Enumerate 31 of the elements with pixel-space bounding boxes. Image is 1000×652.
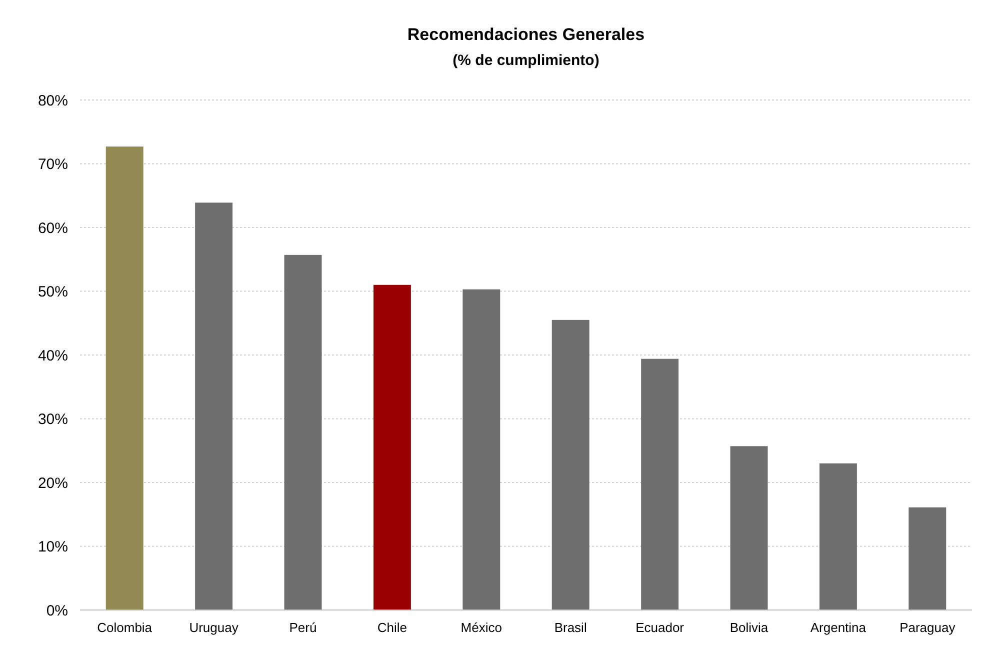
y-tick-label: 70% — [38, 156, 68, 173]
y-tick-label: 40% — [38, 347, 68, 364]
bar — [195, 202, 233, 610]
y-tick-label: 80% — [38, 92, 68, 110]
bar — [373, 284, 411, 610]
x-tick-label: Chile — [377, 620, 408, 635]
chart-title: Recomendaciones Generales — [407, 25, 645, 44]
y-tick-label: 60% — [38, 220, 68, 237]
x-tick-label: México — [460, 620, 502, 635]
x-tick-label: Paraguay — [900, 620, 956, 635]
x-tick-label: Uruguay — [189, 620, 239, 635]
y-tick-label: 0% — [46, 602, 68, 620]
x-tick-label: Argentina — [810, 620, 867, 635]
y-tick-label: 50% — [38, 284, 68, 300]
bar — [106, 146, 144, 610]
bar — [552, 320, 590, 610]
bar — [819, 463, 857, 610]
chart-subtitle: (% de cumplimiento) — [452, 52, 600, 69]
bar — [908, 507, 946, 610]
y-tick-label: 20% — [38, 474, 68, 492]
x-tick-label: Brasil — [554, 620, 587, 635]
bar — [641, 358, 679, 610]
x-tick-label: Perú — [289, 620, 317, 635]
bar — [462, 289, 500, 610]
x-tick-label: Ecuador — [636, 620, 685, 635]
y-tick-label: 30% — [38, 411, 68, 428]
bar — [284, 254, 322, 610]
x-tick-label: Colombia — [97, 620, 153, 635]
bar — [730, 446, 768, 610]
y-tick-label: 10% — [38, 538, 68, 556]
x-tick-label: Bolivia — [730, 620, 769, 635]
